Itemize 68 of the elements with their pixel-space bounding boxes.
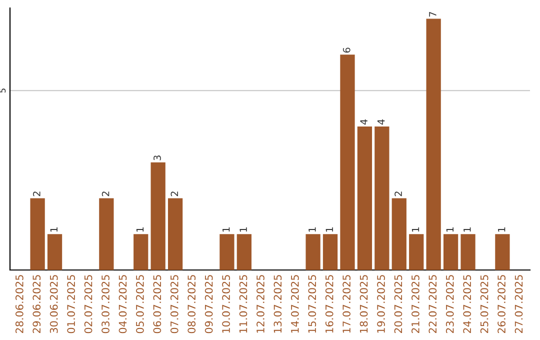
data-label: 2 — [394, 192, 402, 196]
bar — [460, 234, 476, 270]
x-tick-label: 13.07.2025 — [274, 275, 282, 333]
bar — [322, 234, 338, 270]
bar — [150, 162, 166, 270]
bar — [495, 234, 510, 270]
x-tick-label: 03.07.2025 — [102, 275, 110, 334]
bar — [99, 198, 114, 270]
data-label: 2 — [170, 192, 178, 196]
bar — [306, 234, 320, 270]
bar — [220, 234, 234, 270]
x-tick-label: 17.07.2025 — [342, 275, 351, 333]
x-tick-label: 21.07.2025 — [412, 275, 420, 334]
x-tick-label: 11.07.2025 — [239, 275, 248, 333]
bar — [426, 18, 441, 270]
x-tick-label: 19.07.2025 — [377, 275, 385, 333]
bar — [392, 198, 406, 270]
bar — [443, 234, 458, 270]
bar — [340, 54, 355, 270]
x-tick-label: 28.06.2025 — [15, 275, 24, 334]
data-label: 1 — [222, 227, 230, 232]
data-label: 1 — [464, 227, 471, 232]
data-label: 2 — [33, 192, 40, 196]
bar — [30, 198, 45, 270]
bar — [236, 234, 252, 270]
x-tick-label: 16.07.2025 — [325, 275, 334, 333]
data-label: 1 — [308, 227, 316, 232]
x-tick-label: 14.07.2025 — [290, 275, 299, 333]
data-label: 7 — [429, 12, 436, 17]
data-label: 1 — [50, 227, 58, 232]
data-label: 4 — [378, 119, 385, 125]
data-label: 2 — [102, 192, 110, 196]
data-label: 3 — [154, 156, 161, 160]
data-label: 1 — [136, 227, 144, 232]
x-tick-label: 29.06.2025 — [32, 275, 41, 334]
data-label: 4 — [360, 119, 368, 125]
data-label: 1 — [446, 227, 454, 232]
bar — [134, 234, 148, 270]
x-tick-label: 06.07.2025 — [153, 275, 162, 334]
x-tick-label: 23.07.2025 — [446, 275, 454, 334]
x-tick-label: 10.07.2025 — [222, 275, 230, 333]
x-tick-label: 27.07.2025 — [514, 275, 523, 334]
x-tick-label: 08.07.2025 — [188, 275, 196, 334]
x-tick-label: 18.07.2025 — [360, 275, 368, 333]
data-label: 1 — [240, 227, 247, 232]
x-tick-label: 12.07.2025 — [256, 275, 264, 333]
x-tick-label: 07.07.2025 — [170, 275, 178, 334]
data-label: 1 — [498, 227, 506, 232]
x-tick-label: 15.07.2025 — [308, 275, 316, 333]
x-tick-label: 24.07.2025 — [463, 275, 472, 334]
x-tick-label: 22.07.2025 — [428, 275, 437, 334]
data-label: 6 — [342, 48, 350, 53]
bar — [374, 126, 390, 270]
x-tick-label: 01.07.2025 — [67, 275, 76, 334]
x-tick-label: 02.07.2025 — [84, 275, 92, 334]
x-tick-label: 26.07.2025 — [498, 275, 506, 334]
x-tick-label: 30.06.2025 — [50, 275, 58, 334]
bar — [168, 198, 183, 270]
bar — [409, 234, 424, 270]
x-tick-label: 05.07.2025 — [136, 275, 144, 334]
x-tick-label: 04.07.2025 — [118, 275, 127, 334]
x-tick-label: 25.07.2025 — [480, 275, 488, 334]
data-label: 1 — [412, 227, 420, 232]
data-label: 1 — [326, 227, 333, 232]
bar — [47, 234, 62, 270]
x-tick-label: 09.07.2025 — [204, 275, 213, 334]
bar — [357, 126, 372, 270]
x-tick-label: 20.07.2025 — [394, 275, 402, 334]
